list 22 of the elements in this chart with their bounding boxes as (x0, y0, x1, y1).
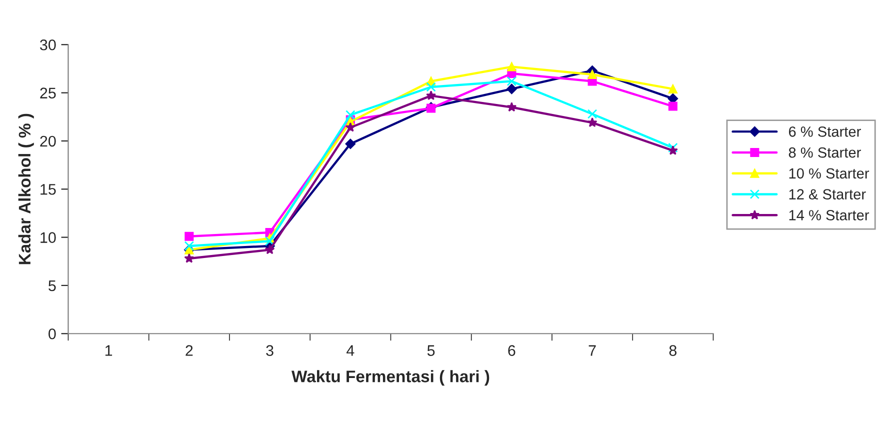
y-tick-label: 20 (40, 136, 56, 147)
x-tick-label: 5 (427, 345, 435, 356)
x-tick-label: 4 (346, 345, 354, 356)
legend-label: 6 % Starter (788, 126, 861, 137)
y-tick-label: 0 (48, 328, 56, 340)
x-tick-label: 1 (105, 345, 112, 356)
y-tick-label: 15 (40, 184, 56, 195)
legend-label: 8 % Starter (788, 147, 861, 158)
y-tick-label: 10 (40, 232, 56, 243)
x-tick-label: 7 (588, 345, 596, 356)
y-tick-label: 5 (48, 280, 56, 292)
y-axis-title: Kadar Alkohol ( % ) (18, 114, 34, 264)
x-tick-label: 2 (186, 345, 193, 356)
legend-label: 10 % Starter (789, 168, 870, 179)
y-tick-label: 25 (40, 88, 56, 98)
x-axis-title: Waktu Fermentasi ( hari ) (292, 370, 490, 386)
x-tick-label: 3 (266, 345, 274, 356)
x-tick-label: 8 (669, 345, 676, 356)
y-tick-label: 30 (40, 39, 56, 50)
x-tick-label: 6 (508, 345, 516, 356)
legend-label: 14 % Starter (789, 210, 870, 220)
legend-label: 12 & Starter (789, 189, 866, 200)
